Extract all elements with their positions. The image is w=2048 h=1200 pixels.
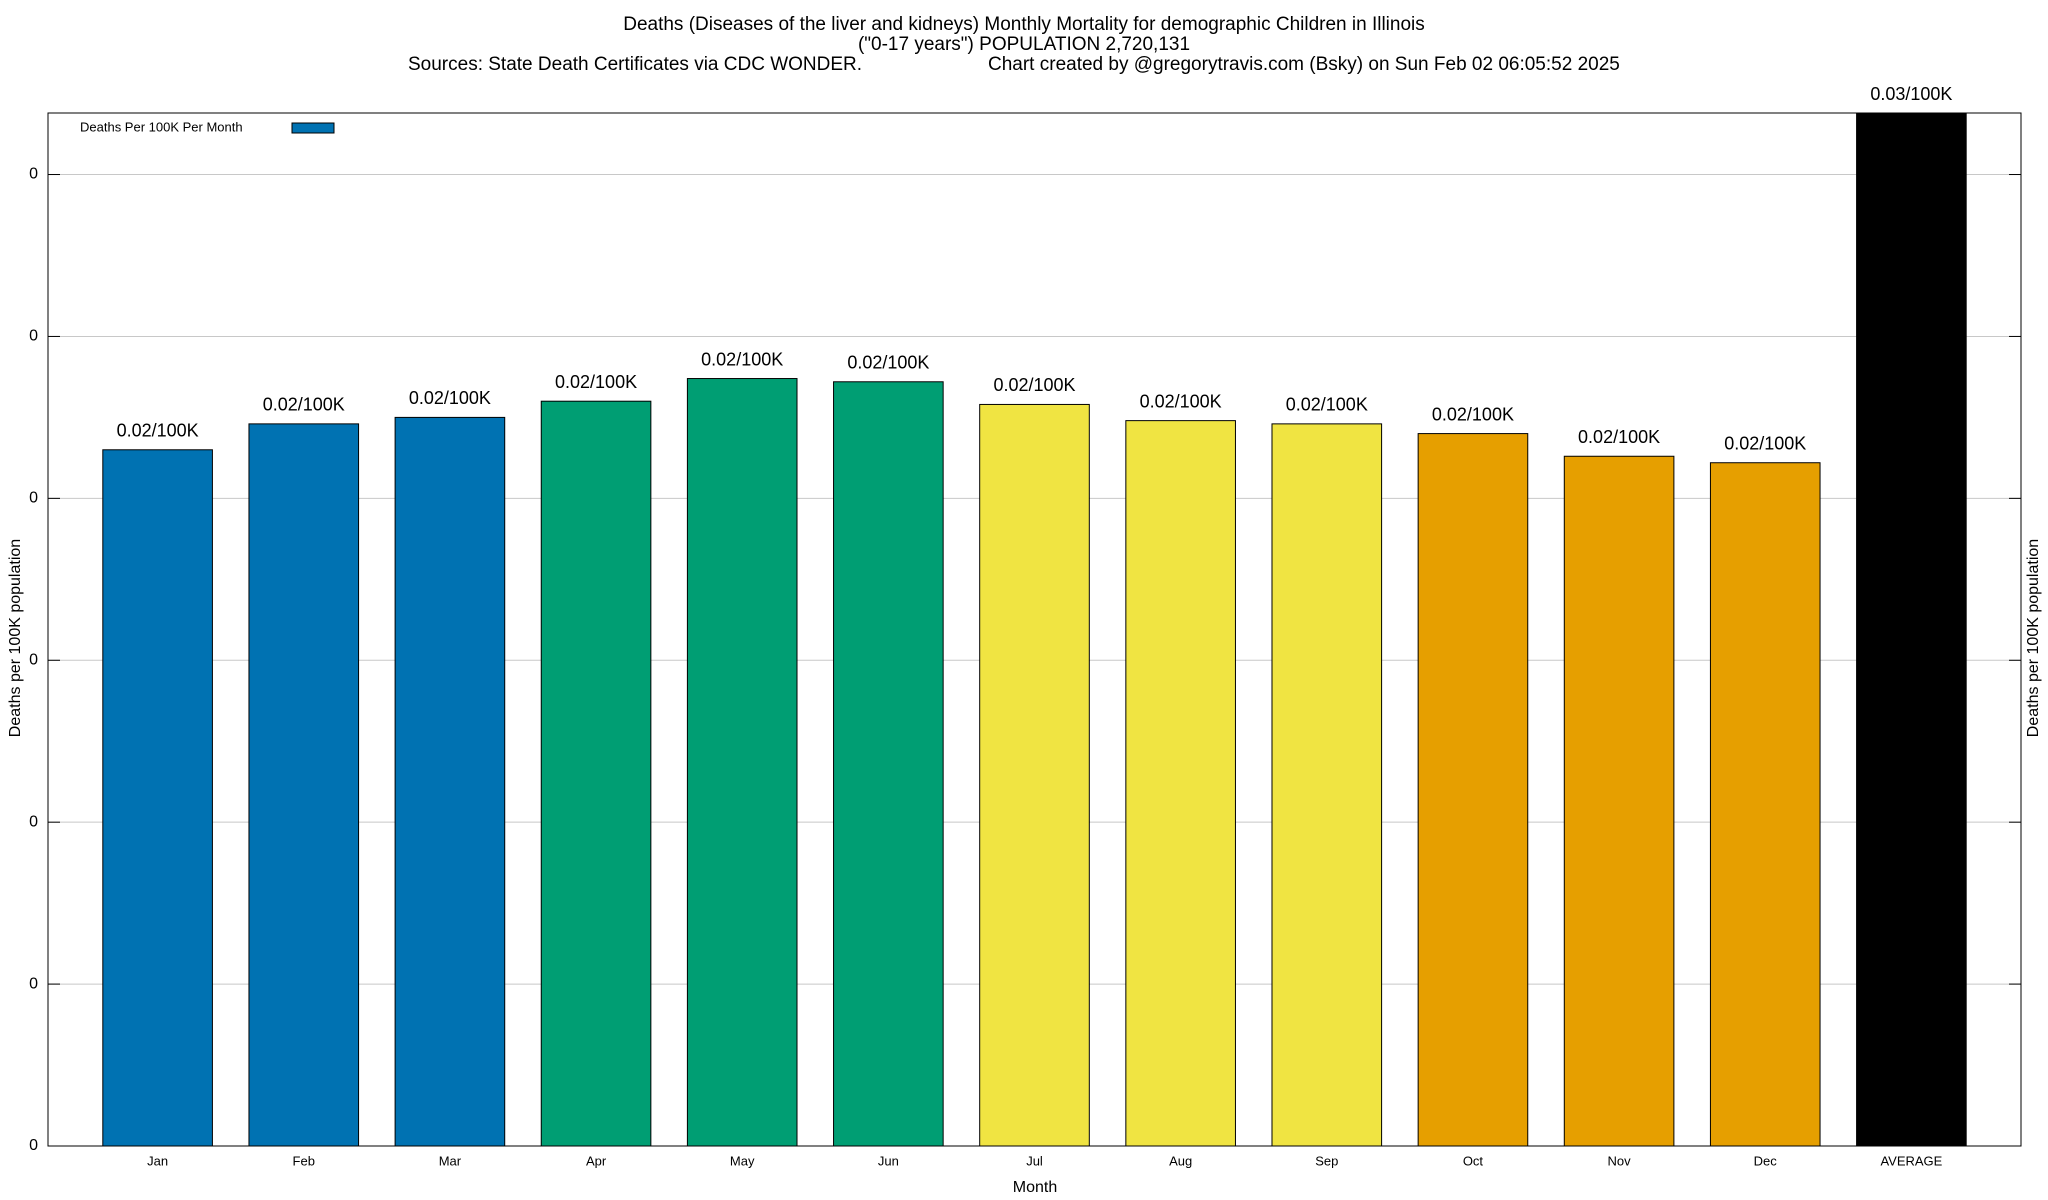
value-label: 0.02/100K: [847, 353, 929, 373]
y-tick-label: 0: [29, 975, 38, 992]
value-label: 0.02/100K: [409, 388, 491, 408]
value-label: 0.02/100K: [1140, 391, 1222, 411]
value-label: 0.03/100K: [1870, 84, 1952, 104]
x-tick-label: Dec: [1754, 1153, 1778, 1168]
legend-label: Deaths Per 100K Per Month: [80, 119, 243, 134]
bar: [540, 400, 652, 1147]
bar: [102, 449, 213, 1147]
x-axis-label: Month: [1013, 1179, 1057, 1196]
y-tick-label: 0: [29, 490, 38, 507]
x-tick-label: Sep: [1315, 1153, 1338, 1168]
x-tick-label: Jul: [1026, 1153, 1043, 1168]
credit: Chart created by @gregorytravis.com (Bsk…: [988, 54, 1620, 75]
value-label: 0.02/100K: [555, 372, 637, 392]
bar: [1125, 420, 1236, 1147]
value-label: 0.02/100K: [1578, 427, 1660, 447]
chart-title: Deaths (Diseases of the liver and kidney…: [623, 14, 1425, 35]
bar: [394, 416, 506, 1147]
bar: [979, 403, 1090, 1147]
x-tick-label: Oct: [1463, 1153, 1484, 1168]
x-tick-label: Jan: [147, 1153, 168, 1168]
x-tick-label: Jun: [878, 1153, 899, 1168]
value-label: 0.02/100K: [1286, 395, 1368, 415]
source: Sources: State Death Certificates via CD…: [408, 54, 862, 75]
x-tick-label: Mar: [439, 1153, 462, 1168]
y-tick-label: 0: [29, 1137, 38, 1154]
bar: [1417, 433, 1529, 1147]
x-tick-label: Feb: [293, 1153, 315, 1168]
bar: [1709, 462, 1821, 1147]
value-label: 0.02/100K: [701, 349, 783, 369]
value-label: 0.02/100K: [117, 421, 199, 441]
y-tick-label: 0: [29, 651, 38, 668]
x-tick-label: Aug: [1169, 1153, 1192, 1168]
value-label: 0.02/100K: [1432, 404, 1514, 424]
y-axis-label: Deaths per 100K population: [7, 539, 24, 737]
bar: [686, 378, 798, 1147]
y-tick-label: 0: [29, 813, 38, 830]
bar: [248, 423, 360, 1147]
x-tick-label: Nov: [1608, 1153, 1632, 1168]
x-tick-label: Apr: [586, 1153, 607, 1168]
y2-axis-label: Deaths per 100K population: [2025, 539, 2042, 737]
bar: [1563, 455, 1675, 1147]
chart-subtitle: ("0-17 years") POPULATION 2,720,131: [858, 34, 1190, 55]
y-tick-label: 0: [29, 328, 38, 345]
x-tick-label: May: [730, 1153, 755, 1168]
y-tick-label: 0: [29, 166, 38, 183]
legend-swatch: [291, 122, 335, 134]
bar: [1271, 423, 1383, 1147]
bar: [833, 381, 944, 1147]
value-label: 0.02/100K: [993, 375, 1075, 395]
value-label: 0.02/100K: [1724, 433, 1806, 453]
bar: [1856, 112, 1967, 1147]
value-label: 0.02/100K: [263, 395, 345, 415]
x-tick-label: AVERAGE: [1880, 1153, 1942, 1168]
